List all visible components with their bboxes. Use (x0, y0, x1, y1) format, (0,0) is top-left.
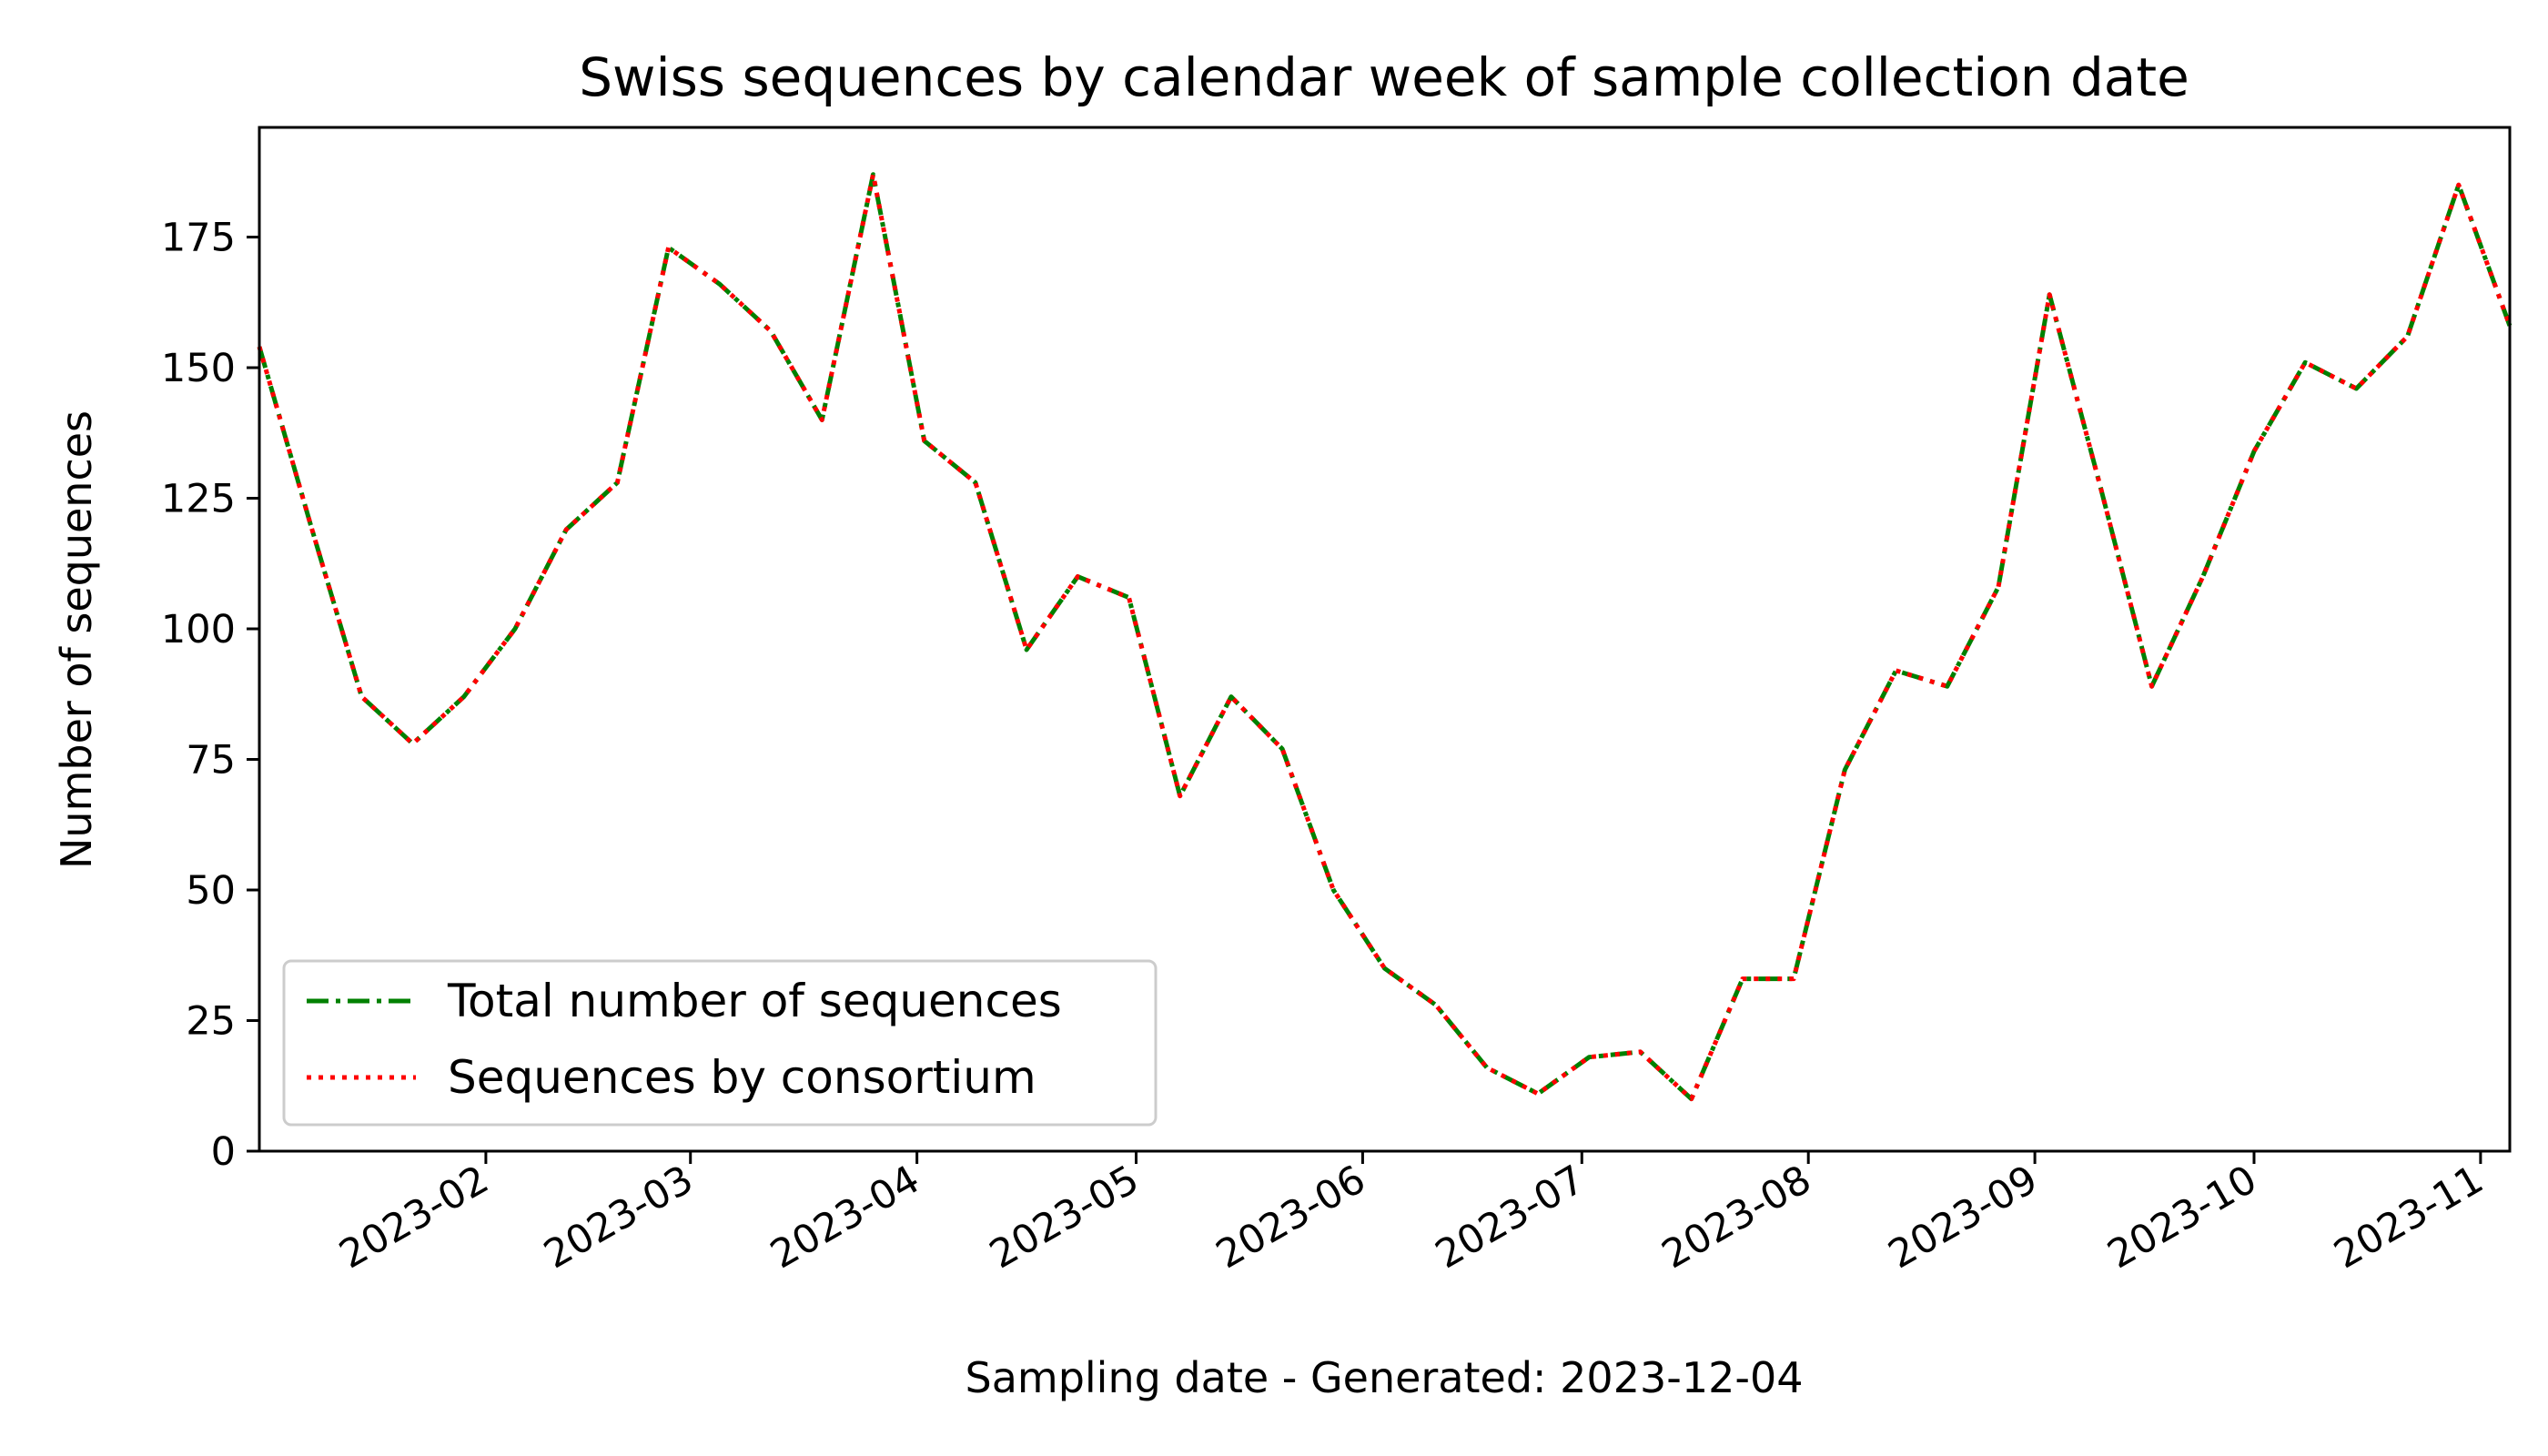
legend-label-consortium: Sequences by consortium (448, 1051, 1036, 1104)
x-tick-label: 2023-09 (1881, 1157, 2046, 1278)
x-tick-label: 2023-08 (1654, 1157, 1819, 1278)
x-tick-label: 2023-07 (1428, 1157, 1592, 1278)
series-layer (257, 172, 2513, 1102)
plot-frame (258, 126, 2512, 1153)
series-line-total (257, 172, 2513, 1102)
x-tick-label: 2023-04 (763, 1157, 928, 1278)
x-axis-ticks: 2023-02 2023-03 2023-04 2023-05 2023-06 2023-… (332, 1151, 2492, 1278)
y-tick-label: 175 (161, 216, 236, 261)
chart-title: Swiss sequences by calendar week of samp… (579, 46, 2189, 108)
x-tick-label: 2023-03 (537, 1157, 702, 1278)
x-tick-label: 2023-10 (2100, 1157, 2265, 1278)
y-tick-label: 50 (186, 868, 236, 914)
y-tick-label: 100 (161, 607, 236, 652)
x-axis-label: Sampling date - Generated: 2023-12-04 (966, 1353, 1804, 1402)
legend-label-total: Total number of sequences (447, 975, 1062, 1027)
y-axis-label: Number of sequences (52, 410, 101, 869)
y-tick-label: 25 (186, 999, 236, 1045)
legend: Total number of sequences Sequences by c… (282, 959, 1158, 1127)
x-tick-label: 2023-05 (982, 1157, 1147, 1278)
x-tick-label: 2023-02 (332, 1157, 497, 1278)
legend-box (282, 959, 1158, 1127)
y-tick-label: 125 (161, 477, 236, 522)
y-axis-ticks: 0 25 50 75 100 125 150 175 (161, 216, 259, 1175)
x-tick-label: 2023-11 (2327, 1157, 2492, 1278)
x-tick-label: 2023-06 (1208, 1157, 1373, 1278)
y-tick-label: 150 (161, 346, 236, 391)
y-tick-label: 0 (211, 1129, 236, 1175)
y-tick-label: 75 (186, 738, 236, 784)
